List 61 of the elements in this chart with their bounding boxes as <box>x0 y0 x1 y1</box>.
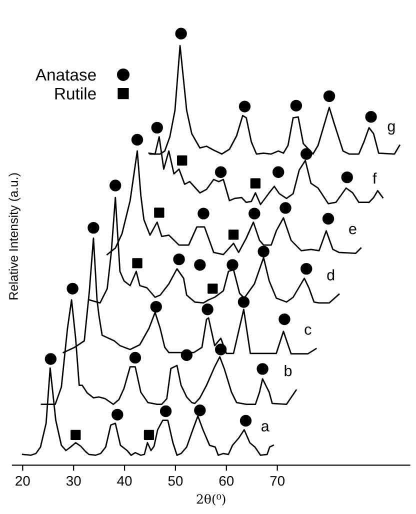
point <box>248 208 260 220</box>
x-axis-title: 2θ(⁰) <box>196 494 226 506</box>
point <box>151 122 163 134</box>
point <box>208 284 218 294</box>
point <box>238 296 250 308</box>
point <box>112 408 124 421</box>
series-label: b <box>284 365 292 376</box>
point <box>173 253 185 266</box>
x-tick-label: 40 <box>117 476 132 486</box>
point <box>214 344 227 356</box>
legend-label: Rutile <box>55 87 96 100</box>
x-tick-label: 70 <box>270 476 285 486</box>
point <box>290 100 302 112</box>
point <box>250 178 261 188</box>
x-tick-label: 20 <box>16 476 30 486</box>
series-label: f <box>372 172 377 184</box>
point <box>88 222 100 234</box>
x-tick-label: 50 <box>168 476 183 486</box>
legend-label: Anatase <box>35 69 96 81</box>
point <box>278 313 290 326</box>
point <box>177 155 188 166</box>
point <box>202 304 214 316</box>
x-tick-label: 60 <box>219 476 234 486</box>
point <box>66 282 78 295</box>
point <box>365 111 377 123</box>
point <box>341 171 353 184</box>
point <box>228 230 239 240</box>
point <box>256 363 268 375</box>
point <box>129 352 142 364</box>
series-label: a <box>262 423 270 432</box>
point <box>132 258 142 268</box>
point <box>300 148 312 160</box>
point <box>272 166 284 178</box>
point <box>144 430 154 440</box>
point <box>131 134 144 146</box>
point <box>180 349 193 361</box>
y-axis-title: Relative Intensity (a.u.) <box>8 173 20 300</box>
point <box>322 212 334 225</box>
point <box>194 259 206 271</box>
point <box>238 100 251 112</box>
point <box>110 180 122 192</box>
series-label: c <box>304 326 312 335</box>
point <box>240 414 252 427</box>
point <box>194 404 206 416</box>
point <box>323 90 336 102</box>
point <box>280 202 292 214</box>
series-label: e <box>349 226 356 234</box>
point <box>44 353 57 365</box>
point <box>226 259 238 271</box>
point <box>214 166 227 178</box>
series-label: d <box>327 269 334 280</box>
point <box>175 28 187 40</box>
series-label: g <box>388 123 395 135</box>
point <box>160 405 172 418</box>
point <box>150 300 162 313</box>
point <box>300 262 312 275</box>
point <box>154 208 164 218</box>
x-tick-label: 30 <box>66 476 81 486</box>
point <box>198 208 210 220</box>
point <box>70 430 81 440</box>
point <box>258 246 270 258</box>
